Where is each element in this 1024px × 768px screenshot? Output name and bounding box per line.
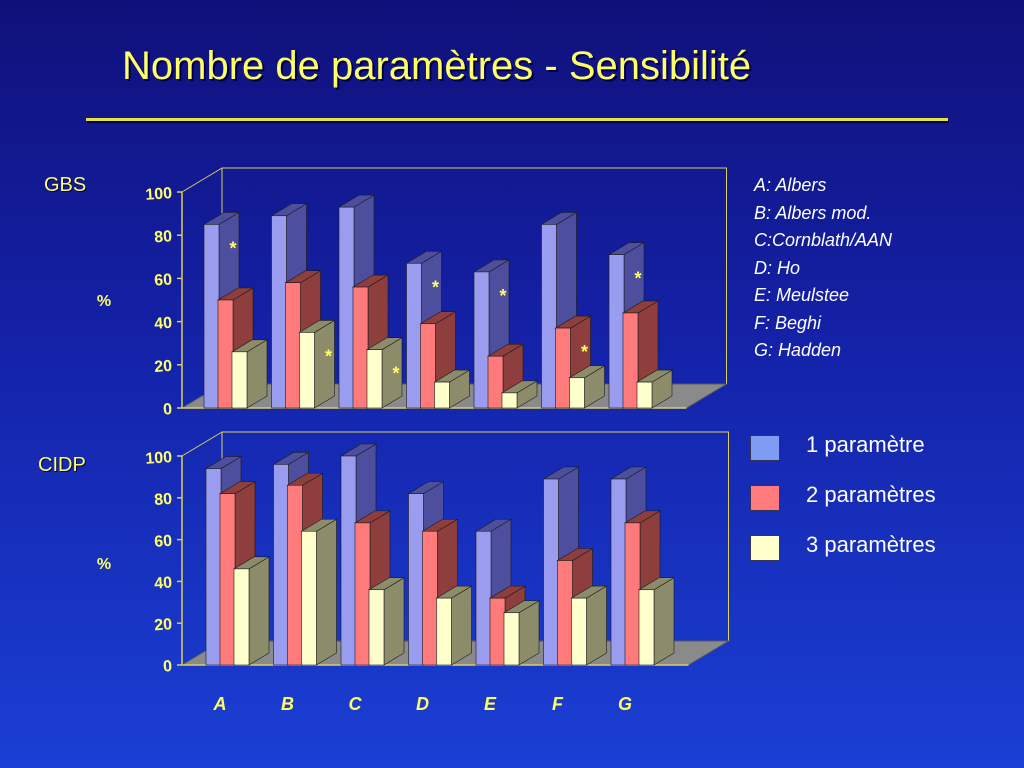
bar-f-s2 xyxy=(555,327,571,409)
legend-swatch-2 xyxy=(750,485,780,511)
key-item: C:Cornblath/AAN xyxy=(754,230,893,250)
bar-side-b-s3 xyxy=(316,518,337,666)
bar-g-s3 xyxy=(636,381,653,409)
bar-b-s3 xyxy=(301,530,317,666)
bar-side-d-s3 xyxy=(451,585,472,666)
key-item: G: Hadden xyxy=(754,340,842,360)
key-item: E: Meulstee xyxy=(754,285,850,305)
y-tick-label: 60 xyxy=(154,271,173,289)
key-item: F: Beghi xyxy=(754,312,822,333)
significance-marker: * xyxy=(499,286,506,306)
bar-c-s1 xyxy=(338,206,355,409)
bar-f-s3 xyxy=(571,597,587,666)
y-tick-label: 20 xyxy=(154,616,173,634)
bar-d-s1 xyxy=(408,493,424,666)
gbs-chart-label: GBS xyxy=(44,174,87,196)
y-tick-label: 80 xyxy=(154,228,173,246)
legend-swatch-1 xyxy=(750,435,780,461)
significance-marker: * xyxy=(432,277,439,297)
category-label-e: E xyxy=(484,694,497,714)
y-tick-label: 80 xyxy=(154,491,173,509)
bar-d-s2 xyxy=(420,323,436,409)
significance-marker: * xyxy=(229,238,236,258)
bar-a-s3 xyxy=(233,568,250,666)
category-label-f: F xyxy=(552,694,564,714)
category-label-g: G xyxy=(618,694,632,714)
y-axis-label: % xyxy=(97,293,111,310)
bar-f-s1 xyxy=(541,224,557,409)
cidp-chart-label: CIDP xyxy=(38,454,86,476)
slide-title: Nombre de paramètres - Sensibilité xyxy=(122,44,752,88)
y-tick-label: 0 xyxy=(163,401,173,419)
abbreviation-key: A: Albers B: Albers mod. C:Cornblath/AAN… xyxy=(754,172,892,365)
bar-side-f-s3 xyxy=(586,585,607,666)
bar-g-s2 xyxy=(624,522,641,666)
bar-g-s1 xyxy=(610,478,627,666)
bar-side-c-s3 xyxy=(383,577,405,666)
wall-edge xyxy=(181,167,223,193)
significance-marker: * xyxy=(581,342,588,362)
bar-e-s2 xyxy=(487,355,504,409)
legend-swatch-3 xyxy=(750,535,780,561)
bar-e-s3 xyxy=(503,612,520,666)
y-tick-label: 40 xyxy=(154,315,173,333)
y-tick-label: 20 xyxy=(154,358,173,376)
bar-d-s3 xyxy=(434,381,450,409)
bar-c-s3 xyxy=(368,589,385,666)
bar-side-a-s3 xyxy=(248,556,270,666)
bar-b-s2 xyxy=(287,484,303,666)
key-item: B: Albers mod. xyxy=(754,202,872,223)
bar-b-s3 xyxy=(299,332,315,409)
legend-label-3: 3 paramètres xyxy=(806,532,936,557)
significance-marker: * xyxy=(325,346,332,366)
bar-e-s3 xyxy=(501,392,518,409)
bar-g-s3 xyxy=(638,589,655,666)
bar-a-s3 xyxy=(231,351,248,409)
key-item: A: Albers xyxy=(754,175,827,195)
bar-side-g-s3 xyxy=(653,577,675,666)
bar-b-s1 xyxy=(273,464,289,666)
bar-a-s2 xyxy=(219,493,236,666)
y-tick-label: 40 xyxy=(154,574,173,592)
y-tick-label: 0 xyxy=(163,658,173,676)
y-axis-label: % xyxy=(97,556,111,573)
y-tick-label: 100 xyxy=(145,185,173,204)
bar-f-s2 xyxy=(557,560,573,666)
wall-edge xyxy=(181,431,223,457)
category-label-d: D xyxy=(416,694,429,714)
category-label-a: A xyxy=(213,694,227,714)
significance-marker: * xyxy=(392,364,399,384)
bar-c-s1 xyxy=(340,455,357,666)
bar-d-s2 xyxy=(422,530,438,666)
bar-d-s1 xyxy=(406,262,422,409)
bar-f-s3 xyxy=(569,377,585,409)
bar-e-s1 xyxy=(475,530,492,666)
title-underline xyxy=(86,118,948,121)
bar-a-s2 xyxy=(217,299,234,409)
bar-d-s3 xyxy=(436,597,452,666)
significance-marker: * xyxy=(634,269,641,289)
bar-a-s1 xyxy=(205,468,222,666)
key-item: D: Ho xyxy=(754,257,801,278)
bar-g-s1 xyxy=(608,254,625,409)
bar-c-s2 xyxy=(354,522,371,666)
bar-f-s1 xyxy=(543,478,559,666)
legend-label-1: 1 paramètre xyxy=(806,432,925,457)
bar-c-s3 xyxy=(366,349,383,409)
legend-label-2: 2 paramètres xyxy=(806,482,936,507)
bar-e-s1 xyxy=(473,271,490,409)
bar-b-s1 xyxy=(271,215,287,409)
bar-g-s2 xyxy=(622,312,639,409)
bar-e-s2 xyxy=(489,597,506,666)
bar-c-s2 xyxy=(352,286,369,409)
y-tick-label: 60 xyxy=(154,533,173,551)
y-tick-label: 100 xyxy=(145,449,173,468)
category-label-c: C xyxy=(349,694,363,714)
category-label-b: B xyxy=(281,694,294,714)
bar-b-s2 xyxy=(285,282,301,409)
bar-a-s1 xyxy=(203,224,220,409)
